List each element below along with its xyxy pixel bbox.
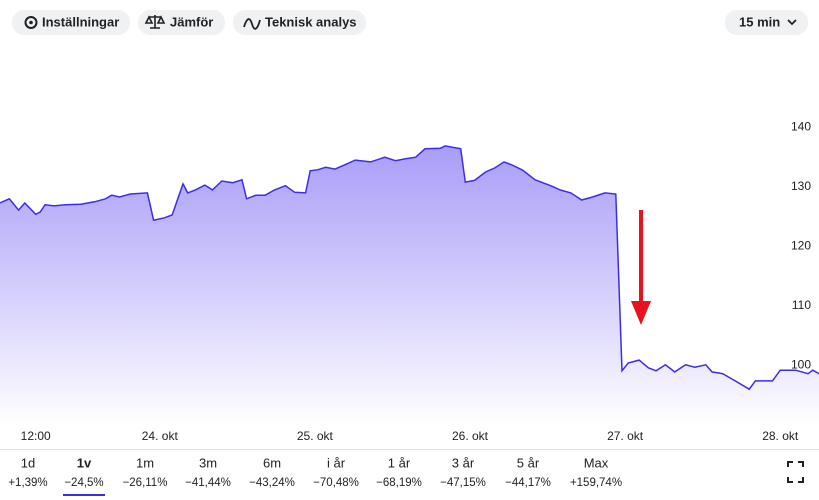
x-tick-label: 26. okt [452,429,489,443]
period-tab[interactable]: 5 år −44,17% [505,455,551,489]
y-tick-label: 100 [791,358,811,372]
period-change: −26,11% [123,477,168,489]
period-change: −47,15% [440,477,486,489]
period-change: −44,17% [505,477,551,489]
period-tab[interactable]: 1d +1,39% [8,455,47,489]
period-label: i år [327,455,346,470]
period-label: Max [584,455,609,470]
period-change: +159,74% [570,477,622,489]
period-tab[interactable]: 6m −43,24% [249,455,295,489]
annotation-arrowhead [631,301,651,325]
period-tabs: 1d +1,39% 1v −24,5% 1m −26,11% 3m −41,44% 6m −43,… [8,455,622,496]
button-label: Inställningar [42,14,119,29]
period-label: 1m [136,455,154,470]
period-tab[interactable]: 1m −26,11% [123,455,168,489]
price-line [0,145,819,391]
plot: 100 110 120 130 140 12:00 24. okt 25. okt 26. ok… [0,120,819,443]
period-label: 1 år [388,455,411,470]
interval-button[interactable]: 15 min [725,10,808,35]
y-tick-label: 140 [791,120,811,134]
period-label: 5 år [517,455,540,470]
y-tick-label: 120 [791,239,811,253]
x-tick-label: 27. okt [607,429,644,443]
period-label: 1d [21,455,35,470]
interval-label: 15 min [739,14,780,29]
period-label: 1v [77,455,92,470]
period-label: 6m [263,455,281,470]
y-tick-label: 130 [791,179,811,193]
x-tick-label: 24. okt [142,429,179,443]
area [0,145,819,426]
settings-button[interactable]: Inställningar [12,10,130,35]
x-tick-label: 12:00 [21,429,51,443]
analysis-button[interactable]: Teknisk analys [233,10,366,35]
period-tab[interactable]: i år −70,48% [313,455,359,489]
period-tab[interactable]: 1v −24,5% [63,455,105,496]
button-label: Teknisk analys [265,14,357,29]
button-label: Jämför [170,14,213,29]
x-tick-label: 28. okt [762,429,799,443]
x-tick-label: 25. okt [297,429,334,443]
period-change: −43,24% [249,477,295,489]
period-tab[interactable]: 1 år −68,19% [376,455,422,489]
period-tab[interactable]: 3 år −47,15% [440,455,486,489]
period-tab[interactable]: Max +159,74% [570,455,622,489]
period-change: −41,44% [185,477,231,489]
period-change: +1,39% [8,477,47,489]
compare-button[interactable]: Jämför [138,10,225,35]
period-change: −24,5% [64,477,103,489]
period-change: −70,48% [313,477,359,489]
period-label: 3m [199,455,217,470]
period-change: −68,19% [376,477,422,489]
fullscreen-button[interactable] [787,461,804,483]
y-tick-label: 110 [792,298,811,312]
selected-underline [63,494,105,496]
period-tab[interactable]: 3m −41,44% [185,455,231,489]
period-label: 3 år [452,455,475,470]
